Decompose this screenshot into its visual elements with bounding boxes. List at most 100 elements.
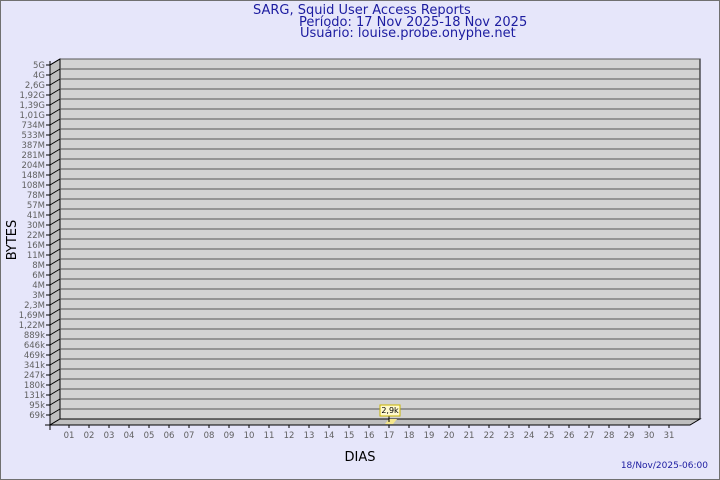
grid-line-side — [49, 158, 61, 166]
y-tick-label: 41M — [27, 211, 45, 221]
grid-line-side — [49, 78, 61, 86]
x-tick-label: 07 — [184, 431, 195, 441]
x-tick-label: 10 — [244, 431, 255, 441]
grid-line-side — [49, 348, 61, 356]
y-tick-label: 69k — [29, 411, 45, 421]
x-tick-label: 24 — [524, 431, 535, 441]
y-tick-label: 1,01G — [19, 111, 45, 121]
x-tick-label: 27 — [584, 431, 595, 441]
y-tick-label: 8M — [32, 261, 45, 271]
y-tick-label: 2,6G — [25, 81, 45, 91]
x-tick-label: 04 — [124, 431, 135, 441]
y-tick-label: 6M — [32, 271, 45, 281]
x-tick-label: 12 — [284, 431, 295, 441]
x-tick-label: 16 — [364, 431, 375, 441]
grid-line-side — [49, 338, 61, 346]
grid-line-side — [49, 298, 61, 306]
grid-line-side — [49, 138, 61, 146]
y-tick-label: 4M — [32, 281, 45, 291]
x-tick-label: 11 — [264, 431, 275, 441]
y-axis-label: BYTES — [5, 220, 20, 261]
grid-line-side — [49, 228, 61, 236]
x-tick-label: 05 — [144, 431, 155, 441]
grid-line-side — [49, 178, 61, 186]
y-tick-label: 3M — [32, 291, 45, 301]
y-tick-label: 1,92G — [19, 91, 45, 101]
x-tick-label: 18 — [404, 431, 415, 441]
x-tick-label: 09 — [224, 431, 235, 441]
x-tick-label: 06 — [164, 431, 175, 441]
y-tick-label: 533M — [21, 131, 45, 141]
y-tick-label: 204M — [21, 161, 45, 171]
y-tick-label: 1,69M — [19, 311, 45, 321]
grid-line-side — [49, 408, 61, 416]
y-tick-label: 1,39G — [19, 101, 45, 111]
grid-line-side — [49, 248, 61, 256]
grid-line-side — [49, 118, 61, 126]
y-tick-label: 131k — [24, 391, 45, 401]
y-tick-label: 4G — [33, 71, 45, 81]
x-tick-label: 29 — [624, 431, 635, 441]
x-tick-label: 15 — [344, 431, 355, 441]
y-tick-label: 2,3M — [24, 301, 45, 311]
grid-line-side — [49, 218, 61, 226]
chart-period: Período: 17 Nov 2025-18 Nov 2025 — [299, 15, 528, 30]
grid-line-side — [49, 268, 61, 276]
x-tick-label: 19 — [424, 431, 435, 441]
grid-line-side — [49, 128, 61, 136]
grid-line-side — [49, 188, 61, 196]
grid-line-side — [49, 308, 61, 316]
grid-line-side — [49, 288, 61, 296]
y-tick-label: 148M — [21, 171, 45, 181]
grid-line-side — [49, 98, 61, 106]
grid-line-side — [49, 368, 61, 376]
x-tick-label: 31 — [664, 431, 675, 441]
x-tick-label: 23 — [504, 431, 515, 441]
x-tick-label: 02 — [84, 431, 95, 441]
grid-line-side — [49, 278, 61, 286]
grid-line-side — [49, 358, 61, 366]
data-label-box — [379, 404, 401, 417]
plot-floor — [48, 418, 702, 426]
y-tick-label: 16M — [27, 241, 45, 251]
grid-line-side — [49, 58, 61, 66]
y-tick-label: 469k — [24, 351, 45, 361]
y-tick-label: 11M — [27, 251, 45, 261]
grid-line-side — [49, 378, 61, 386]
grid-line-side — [49, 258, 61, 266]
chart-title: SARG, Squid User Access Reports — [253, 3, 471, 18]
grid-line-side — [49, 398, 61, 406]
x-tick-label: 17 — [384, 431, 395, 441]
x-tick-label: 14 — [324, 431, 335, 441]
grid-line-side — [49, 208, 61, 216]
y-tick-label: 30M — [27, 221, 45, 231]
y-tick-label: 341k — [24, 361, 45, 371]
y-tick-label: 5G — [33, 61, 45, 71]
x-axis-label: DIAS — [345, 450, 376, 465]
y-tick-label: 57M — [27, 201, 45, 211]
y-tick-label: 78M — [27, 191, 45, 201]
x-tick-label: 28 — [604, 431, 615, 441]
y-tick-label: 387M — [21, 141, 45, 151]
data-label: 2,9k — [381, 406, 399, 415]
x-tick-label: 26 — [564, 431, 575, 441]
grid-line-side — [49, 388, 61, 396]
y-tick-label: 1,22M — [19, 321, 45, 331]
grid-line-side — [49, 168, 61, 176]
y-tick-label: 95k — [29, 401, 45, 411]
grid-line-side — [49, 238, 61, 246]
grid-line-side — [49, 318, 61, 326]
grid-line-side — [49, 108, 61, 116]
x-tick-label: 13 — [304, 431, 315, 441]
x-tick-label: 21 — [464, 431, 475, 441]
y-tick-label: 22M — [27, 231, 45, 241]
grid-line-side — [49, 198, 61, 206]
x-tick-label: 08 — [204, 431, 215, 441]
x-tick-label: 30 — [644, 431, 655, 441]
grid-line-side — [49, 148, 61, 156]
y-tick-label: 889k — [24, 331, 45, 341]
y-tick-label: 108M — [21, 181, 45, 191]
y-tick-label: 734M — [21, 121, 45, 131]
grid-line-side — [49, 68, 61, 76]
